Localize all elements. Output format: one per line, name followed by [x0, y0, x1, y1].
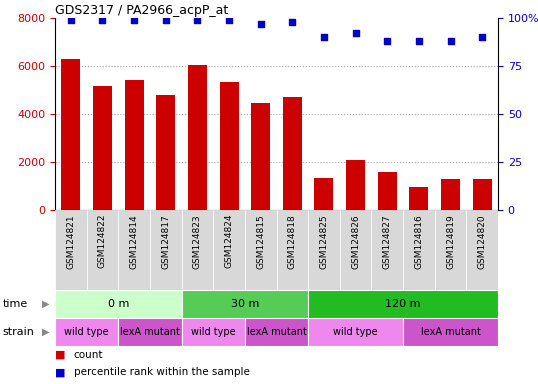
Bar [156, 95, 175, 210]
Bar [346, 160, 365, 210]
Bar [435, 210, 466, 290]
Text: ▶: ▶ [42, 299, 49, 309]
Text: ▶: ▶ [42, 327, 49, 337]
Bar [277, 210, 308, 290]
Text: 30 m: 30 m [231, 299, 259, 309]
Bar [125, 80, 144, 210]
Point [288, 19, 296, 25]
Bar [55, 210, 87, 290]
Bar [308, 318, 403, 346]
Text: GSM124820: GSM124820 [478, 214, 487, 269]
Bar [87, 210, 118, 290]
Bar [340, 210, 371, 290]
Bar [213, 210, 245, 290]
Point [320, 34, 328, 40]
Bar [61, 59, 80, 210]
Bar [55, 290, 181, 318]
Bar [466, 210, 498, 290]
Text: ■: ■ [55, 350, 66, 360]
Text: GSM124817: GSM124817 [161, 214, 170, 269]
Point [67, 17, 75, 23]
Text: count: count [74, 350, 103, 360]
Bar [441, 179, 460, 210]
Bar [150, 210, 181, 290]
Text: ■: ■ [55, 367, 66, 377]
Bar [245, 318, 308, 346]
Point [161, 17, 170, 23]
Bar [220, 82, 238, 210]
Text: GSM124821: GSM124821 [66, 214, 75, 269]
Text: time: time [3, 299, 28, 309]
Text: GSM124823: GSM124823 [193, 214, 202, 269]
Bar [409, 187, 428, 210]
Bar [55, 318, 118, 346]
Text: GSM124819: GSM124819 [446, 214, 455, 269]
Text: GSM124816: GSM124816 [414, 214, 423, 269]
Point [257, 21, 265, 27]
Bar [188, 65, 207, 210]
Text: GSM124824: GSM124824 [224, 214, 233, 268]
Bar [245, 210, 277, 290]
Text: lexA mutant: lexA mutant [246, 327, 307, 337]
Text: wild type: wild type [191, 327, 236, 337]
Text: GSM124822: GSM124822 [98, 214, 107, 268]
Text: wild type: wild type [65, 327, 109, 337]
Bar [308, 290, 498, 318]
Text: GDS2317 / PA2966_acpP_at: GDS2317 / PA2966_acpP_at [55, 4, 228, 17]
Text: GSM124818: GSM124818 [288, 214, 297, 269]
Text: strain: strain [3, 327, 34, 337]
Bar [315, 177, 334, 210]
Bar [308, 210, 340, 290]
Bar [181, 210, 213, 290]
Point [415, 38, 423, 44]
Text: lexA mutant: lexA mutant [120, 327, 180, 337]
Bar [283, 97, 302, 210]
Bar [371, 210, 403, 290]
Point [193, 17, 202, 23]
Text: 0 m: 0 m [108, 299, 129, 309]
Text: lexA mutant: lexA mutant [421, 327, 480, 337]
Point [98, 17, 107, 23]
Bar [118, 210, 150, 290]
Text: percentile rank within the sample: percentile rank within the sample [74, 367, 250, 377]
Bar [181, 318, 245, 346]
Point [383, 38, 392, 44]
Text: GSM124825: GSM124825 [320, 214, 329, 269]
Point [225, 17, 233, 23]
Bar [403, 318, 498, 346]
Point [446, 38, 455, 44]
Point [478, 34, 486, 40]
Text: GSM124814: GSM124814 [130, 214, 139, 269]
Bar [118, 318, 181, 346]
Bar [181, 290, 308, 318]
Bar [403, 210, 435, 290]
Bar [378, 172, 397, 210]
Text: 120 m: 120 m [385, 299, 421, 309]
Text: GSM124826: GSM124826 [351, 214, 360, 269]
Bar [251, 103, 270, 210]
Point [130, 17, 138, 23]
Text: wild type: wild type [334, 327, 378, 337]
Text: GSM124827: GSM124827 [383, 214, 392, 269]
Point [351, 30, 360, 36]
Text: GSM124815: GSM124815 [256, 214, 265, 269]
Bar [473, 179, 492, 210]
Bar [93, 86, 112, 210]
